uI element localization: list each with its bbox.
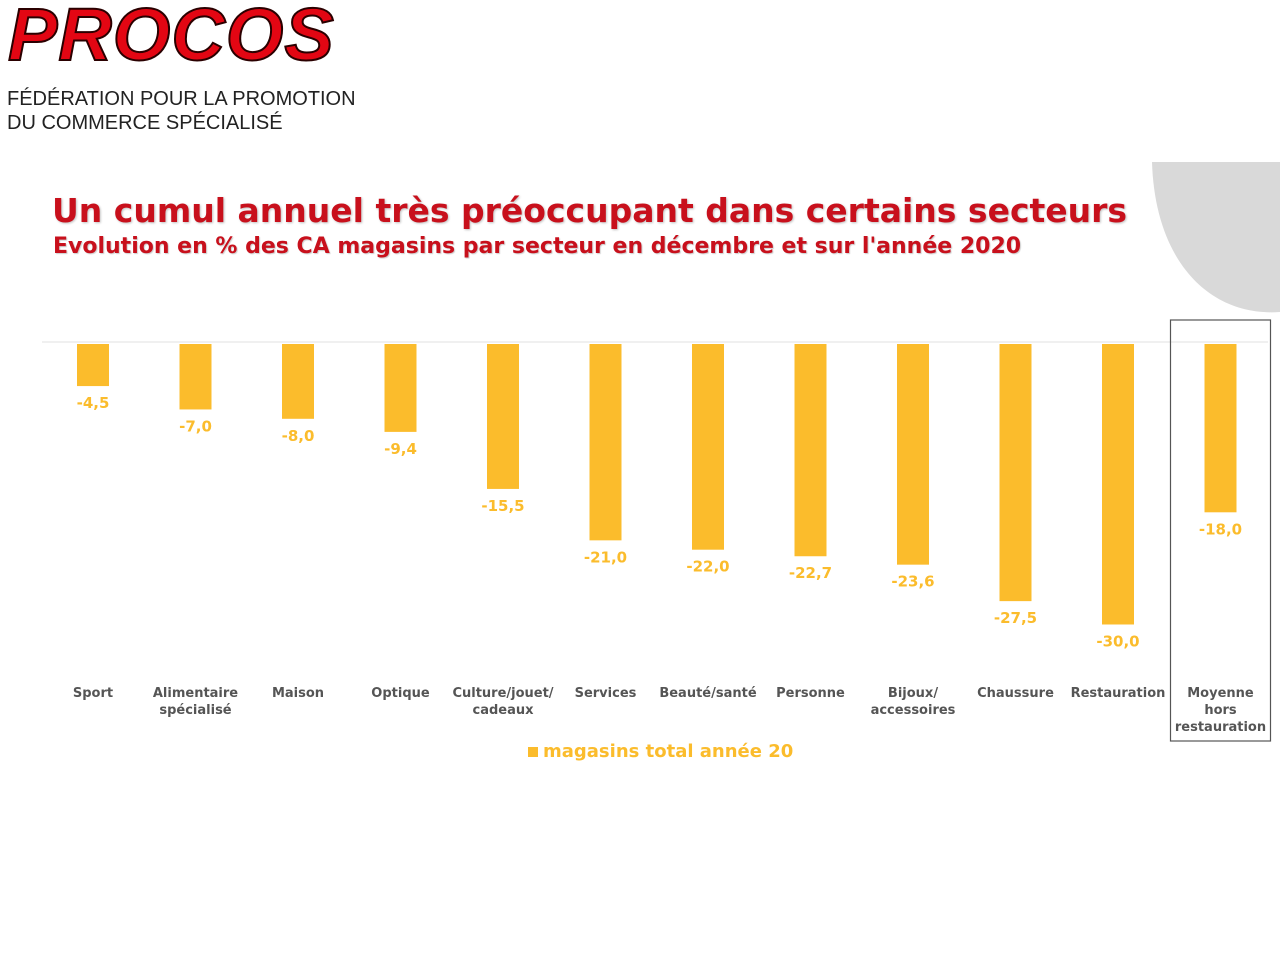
category-label-line: Bijoux/ bbox=[888, 686, 938, 701]
bar bbox=[179, 344, 212, 410]
data-label: -4,5 bbox=[77, 394, 110, 412]
category-label-line: Restauration bbox=[1071, 686, 1166, 701]
bar bbox=[999, 344, 1032, 602]
category-label: Alimentaire spécialisé bbox=[153, 686, 238, 718]
bar bbox=[589, 344, 622, 541]
category-label-line: Beauté/santé bbox=[659, 686, 757, 701]
data-label: -7,0 bbox=[179, 417, 212, 435]
category-label: Beauté/santé bbox=[659, 686, 757, 701]
category-label-line: Personne bbox=[776, 686, 845, 701]
procos-logo: PROCOS bbox=[7, 0, 335, 76]
category-label: Personne bbox=[776, 686, 845, 701]
legend: magasins total année 20 bbox=[528, 741, 793, 762]
decorative-corner-path bbox=[1152, 162, 1280, 313]
highlight-frame bbox=[1169, 319, 1272, 742]
category-label: Bijoux/accessoires bbox=[871, 686, 956, 718]
category-label-line: Culture/jouet/ bbox=[452, 686, 553, 701]
bar bbox=[794, 344, 827, 557]
category-label-line: restauration bbox=[1175, 720, 1266, 735]
category-label-line: accessoires bbox=[871, 703, 956, 718]
tagline: FÉDÉRATION POUR LA PROMOTION DU COMMERCE… bbox=[7, 87, 356, 135]
category-label-line: Chaussure bbox=[977, 686, 1054, 701]
category-label-line: Maison bbox=[272, 686, 324, 701]
category-label-line: Sport bbox=[73, 686, 113, 701]
data-label: -22,7 bbox=[789, 564, 832, 582]
data-label: -8,0 bbox=[282, 427, 315, 445]
bar bbox=[487, 344, 519, 489]
data-label: -15,5 bbox=[481, 497, 524, 515]
bar bbox=[384, 344, 417, 432]
category-label-line: cadeaux bbox=[472, 703, 534, 718]
data-label: -21,0 bbox=[584, 548, 627, 566]
category-label-line: Optique bbox=[371, 686, 430, 701]
bar bbox=[692, 344, 724, 550]
bar bbox=[1102, 344, 1134, 625]
chart-subtitle: Evolution en % des CA magasins par secte… bbox=[53, 234, 1022, 259]
data-label: -23,6 bbox=[891, 573, 934, 591]
data-label: -18,0 bbox=[1199, 520, 1242, 538]
category-label: Restauration bbox=[1071, 686, 1166, 701]
category-label: Sport bbox=[73, 686, 113, 701]
bar bbox=[1204, 344, 1237, 513]
category-label-line: hors bbox=[1204, 703, 1237, 718]
data-label: -27,5 bbox=[994, 609, 1037, 627]
category-label-line: Moyenne bbox=[1187, 686, 1254, 701]
data-label: -22,0 bbox=[686, 558, 729, 576]
category-label: Moyenne hors restauration bbox=[1175, 686, 1266, 735]
category-label: Chaussure bbox=[977, 686, 1054, 701]
bar bbox=[282, 344, 314, 419]
chart-title: Un cumul annuel très préoccupant dans ce… bbox=[52, 191, 1128, 230]
data-label: -30,0 bbox=[1096, 633, 1139, 651]
category-label: Culture/jouet/cadeaux bbox=[452, 686, 553, 718]
bars-group: -4,5 Sport -7,0 Alimentaire spécialisé -8,0 Ma… bbox=[73, 319, 1272, 742]
bar bbox=[897, 344, 929, 565]
tagline-line-2: DU COMMERCE SPÉCIALISÉ bbox=[7, 112, 283, 134]
category-label-line: Services bbox=[575, 686, 637, 701]
data-label: -9,4 bbox=[384, 440, 417, 458]
legend-swatch bbox=[528, 746, 538, 757]
legend-label: magasins total année 20 bbox=[543, 741, 794, 762]
category-label: Maison bbox=[272, 686, 324, 701]
category-label: Services bbox=[575, 686, 637, 701]
tagline-line-1: FÉDÉRATION POUR LA PROMOTION bbox=[7, 88, 356, 110]
category-label-line: spécialisé bbox=[159, 703, 231, 718]
category-label-line: Alimentaire bbox=[153, 686, 238, 701]
bar bbox=[77, 344, 109, 387]
category-label: Optique bbox=[371, 686, 430, 701]
decorative-corner-shape bbox=[1152, 162, 1280, 313]
